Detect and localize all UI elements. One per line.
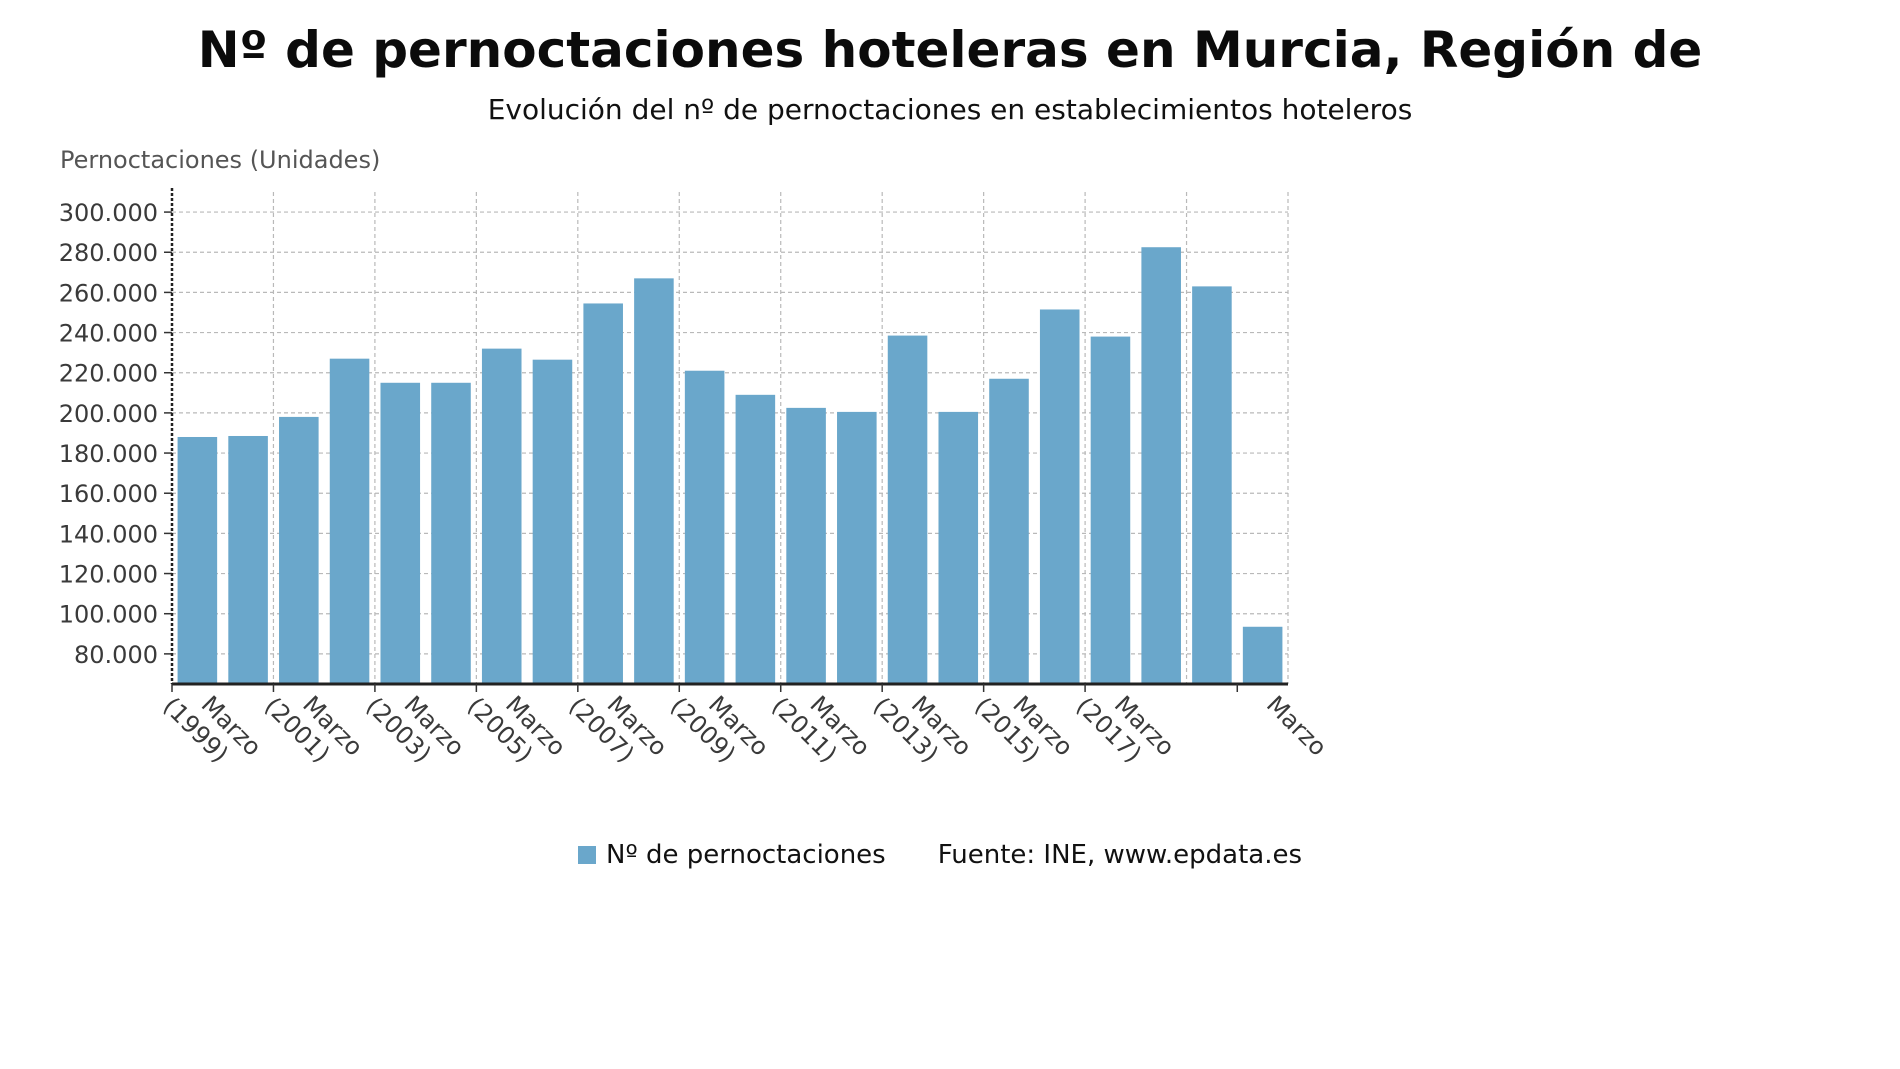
y-tick-label: 240.000 bbox=[59, 320, 158, 348]
x-tick-label: Marzo bbox=[1261, 690, 1332, 761]
bar bbox=[481, 348, 522, 684]
chart-subtitle: Evolución del nº de pernoctaciones en es… bbox=[487, 93, 1413, 126]
chart-title: Nº de pernoctaciones hoteleras en Murcia… bbox=[197, 21, 1703, 79]
y-tick-label: 180.000 bbox=[59, 440, 158, 468]
bar bbox=[532, 359, 573, 684]
axes bbox=[164, 188, 1288, 692]
bar bbox=[380, 382, 421, 684]
legend: Nº de pernoctaciones Fuente: INE, www.ep… bbox=[578, 838, 1302, 872]
bar bbox=[634, 278, 674, 684]
bar bbox=[837, 411, 877, 684]
bars bbox=[177, 247, 1283, 684]
x-tick-label: Marzo(2013) bbox=[868, 672, 977, 781]
bar bbox=[1141, 247, 1181, 684]
bar bbox=[1242, 626, 1283, 684]
legend-series-label: Nº de pernoctaciones bbox=[606, 840, 886, 870]
legend-swatch bbox=[578, 846, 596, 864]
bar bbox=[279, 416, 319, 684]
x-tick-label: Marzo(2011) bbox=[766, 672, 875, 781]
y-axis-label: Pernoctaciones (Unidades) bbox=[60, 146, 381, 174]
bar bbox=[1192, 286, 1232, 684]
y-tick-label: 160.000 bbox=[59, 480, 158, 508]
y-tick-label: 300.000 bbox=[59, 199, 158, 227]
x-tick-label: Marzo(2015) bbox=[969, 672, 1078, 781]
bar bbox=[989, 378, 1029, 684]
source-note: Fuente: INE, www.epdata.es bbox=[937, 840, 1303, 870]
y-tick-label: 260.000 bbox=[59, 279, 158, 307]
x-tick-label: Marzo(1999) bbox=[158, 672, 267, 781]
x-tick-label: Marzo(2017) bbox=[1071, 672, 1180, 781]
y-tick-label: 280.000 bbox=[59, 239, 158, 267]
bar bbox=[431, 382, 471, 684]
bar bbox=[228, 435, 268, 684]
x-tick-label-line: Marzo bbox=[1261, 690, 1332, 761]
y-tick-label: 140.000 bbox=[59, 520, 158, 548]
bar bbox=[1039, 309, 1080, 684]
bar bbox=[786, 407, 826, 684]
bar bbox=[887, 335, 928, 684]
x-tick-label: Marzo(2005) bbox=[462, 672, 571, 781]
bar bbox=[684, 370, 725, 684]
bar bbox=[735, 394, 776, 684]
y-tick-label: 80.000 bbox=[74, 641, 158, 669]
x-tick-label: Marzo(2009) bbox=[665, 672, 774, 781]
bar bbox=[938, 411, 979, 684]
y-tick-label: 200.000 bbox=[59, 400, 158, 428]
y-tick-label: 120.000 bbox=[59, 561, 158, 589]
x-tick-label: Marzo(2001) bbox=[259, 672, 368, 781]
bar bbox=[177, 436, 218, 684]
bar bbox=[583, 303, 623, 684]
bar bbox=[1090, 336, 1131, 684]
y-tick-label: 100.000 bbox=[59, 601, 158, 629]
x-tick-label: Marzo(2003) bbox=[360, 672, 469, 781]
x-tick-label: Marzo(2007) bbox=[563, 672, 672, 781]
y-tick-label: 220.000 bbox=[59, 360, 158, 388]
bar bbox=[329, 358, 370, 684]
